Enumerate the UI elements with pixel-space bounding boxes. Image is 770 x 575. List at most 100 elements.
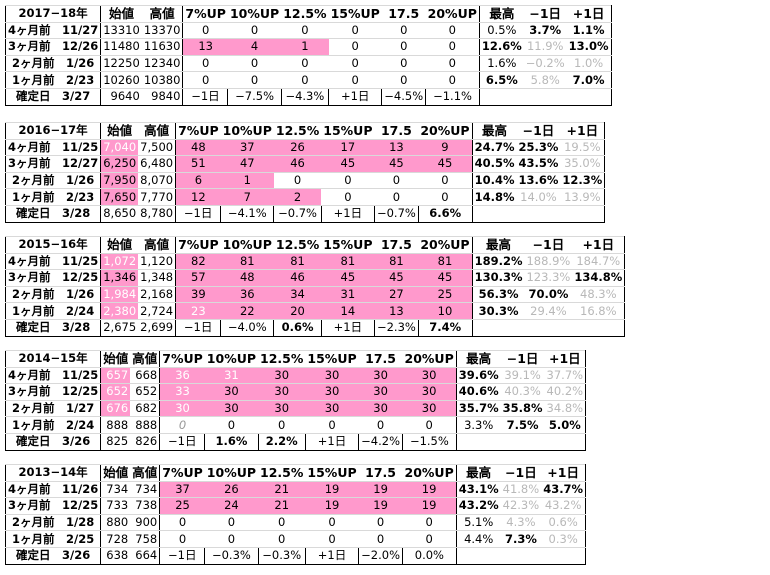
cell-high: 2,168 [138, 285, 176, 304]
cell-high: 8,070 [138, 171, 176, 190]
cell-plus1: 43.7% [541, 480, 587, 499]
cell-max [455, 546, 501, 565]
column-header-plus1: +1日 [560, 122, 606, 140]
row-label: 3ヶ月前 12/26 [4, 38, 101, 56]
cell-up20: 10 [418, 302, 473, 320]
cell-minus1: 14.0% [516, 188, 561, 206]
cell-up20: 45 [418, 155, 473, 173]
cell-up15: 31 [321, 285, 375, 304]
table-row: 4ヶ月前 11/26 734 734 37 26 21 19 19 19 43.1% 41.8% 43… [4, 480, 587, 499]
cell-max: 6.5% [478, 71, 524, 89]
table-row: 2ヶ月前 1/27 676 682 30 30 30 30 30 30 35.7% 35.8% 34.… [4, 399, 587, 418]
cell-plus1: 37.7% [544, 366, 587, 385]
column-header-max: 最高 [455, 350, 501, 368]
cell-up20: 9 [418, 138, 473, 157]
cell-up125: 0 [258, 530, 306, 548]
cell-open: 652 [100, 383, 131, 401]
cell-up20: 7.4% [417, 318, 473, 337]
confirm-row: 確定日 3/26 638 664 −1日 −0.3% −0.3% +1日 −2.0% 0.0% [4, 546, 587, 565]
cell-plus1 [541, 546, 587, 565]
cell-high: 2,724 [138, 302, 176, 320]
cell-up7: 6 [175, 171, 221, 190]
cell-open: 657 [100, 366, 131, 385]
column-header-up175: 17.5 [374, 122, 419, 140]
column-header-plus1: +1日 [566, 5, 612, 23]
column-header-up125: 12.5% [258, 464, 306, 482]
cell-up15: 0 [305, 530, 359, 548]
cell-open: 6,250 [100, 155, 139, 173]
cell-max: 56.3% [471, 285, 525, 304]
column-header-plus1: +1日 [572, 236, 626, 254]
cell-up7: 0 [159, 530, 205, 548]
cell-up15: 19 [305, 480, 359, 499]
cell-up20: 0 [425, 21, 480, 40]
cell-up15: 0 [328, 54, 382, 73]
cell-up7: −1日 [182, 87, 229, 106]
cell-max: 43.1% [455, 480, 501, 499]
cell-plus1 [572, 318, 626, 337]
cell-up125: 0.6% [273, 318, 322, 337]
cell-minus1: 70.0% [524, 285, 573, 304]
column-header-up15: 15%UP [305, 464, 359, 482]
cell-up175: −0.7% [373, 204, 419, 223]
cell-max: 1.6% [478, 54, 524, 73]
cell-up20: 0 [402, 416, 457, 434]
cell-max: 14.8% [471, 188, 517, 206]
cell-open: 12250 [100, 54, 142, 73]
cell-up125: 30 [258, 383, 306, 401]
cell-high: 8,780 [138, 204, 176, 223]
cell-up20: 81 [418, 252, 473, 271]
column-header-up125: 12.5% [273, 236, 322, 254]
cell-up125: 0 [258, 416, 306, 434]
cell-up10: 0 [204, 513, 259, 532]
cell-minus1: 25.3% [516, 138, 561, 157]
row-label: 4ヶ月前 11/25 [4, 138, 101, 157]
column-header-up175: 17.5 [358, 350, 403, 368]
cell-high: 2,699 [138, 318, 176, 337]
table-row: 3ヶ月前 12/25 1,346 1,348 57 48 46 45 45 45 130.3% 12… [4, 269, 626, 287]
header-row: 2013−14年 始値 高値 7%UP 10%UP 12.5% 15%UP 17.5 20%UP… [4, 464, 587, 482]
cell-open: 1,346 [100, 269, 139, 287]
cell-up10: 31 [204, 366, 259, 385]
cell-plus1: 12.3% [560, 171, 606, 190]
column-header-up125: 12.5% [281, 5, 329, 23]
cell-open: 880 [100, 513, 131, 532]
cell-minus1: 7.3% [500, 530, 542, 548]
cell-plus1: 0.6% [541, 513, 587, 532]
cell-open: 825 [100, 432, 131, 451]
cell-up7: 12 [175, 188, 221, 206]
cell-max: 5.1% [455, 513, 501, 532]
cell-max: 189.2% [471, 252, 525, 271]
cell-up20: 30 [402, 399, 457, 418]
column-header-minus1: −1日 [516, 122, 561, 140]
cell-plus1 [560, 204, 606, 223]
cell-up10: 22 [220, 302, 274, 320]
cell-minus1: 188.9% [524, 252, 573, 271]
cell-max: 40.6% [455, 383, 501, 401]
row-label: 4ヶ月前 11/26 [4, 480, 101, 499]
column-header-plus1: +1日 [544, 350, 587, 368]
cell-up175: 45 [374, 269, 419, 287]
column-header-max: 最高 [478, 5, 524, 23]
cell-up10: 7 [220, 188, 274, 206]
cell-up175: 0 [358, 513, 403, 532]
cell-high: 738 [130, 497, 160, 515]
cell-max: 3.3% [455, 416, 501, 434]
cell-minus1: 11.9% [523, 38, 567, 56]
cell-up125: 0 [281, 54, 329, 73]
cell-up7: 37 [159, 480, 205, 499]
cell-up125: 81 [273, 252, 322, 271]
cell-up7: 36 [159, 366, 205, 385]
cell-high: 734 [130, 480, 160, 499]
cell-open: 1,072 [100, 252, 139, 271]
cell-open: 2,380 [100, 302, 139, 320]
cell-minus1: 39.1% [500, 366, 545, 385]
column-header-minus1: −1日 [500, 350, 545, 368]
cell-up7: 57 [175, 269, 221, 287]
year-label: 2013−14年 [4, 464, 101, 482]
column-header-up125: 12.5% [258, 350, 306, 368]
cell-up10: −4.0% [220, 318, 275, 337]
cell-high: 13370 [141, 21, 183, 40]
cell-open: 9640 [100, 87, 142, 106]
cell-up20: 0 [425, 71, 480, 89]
